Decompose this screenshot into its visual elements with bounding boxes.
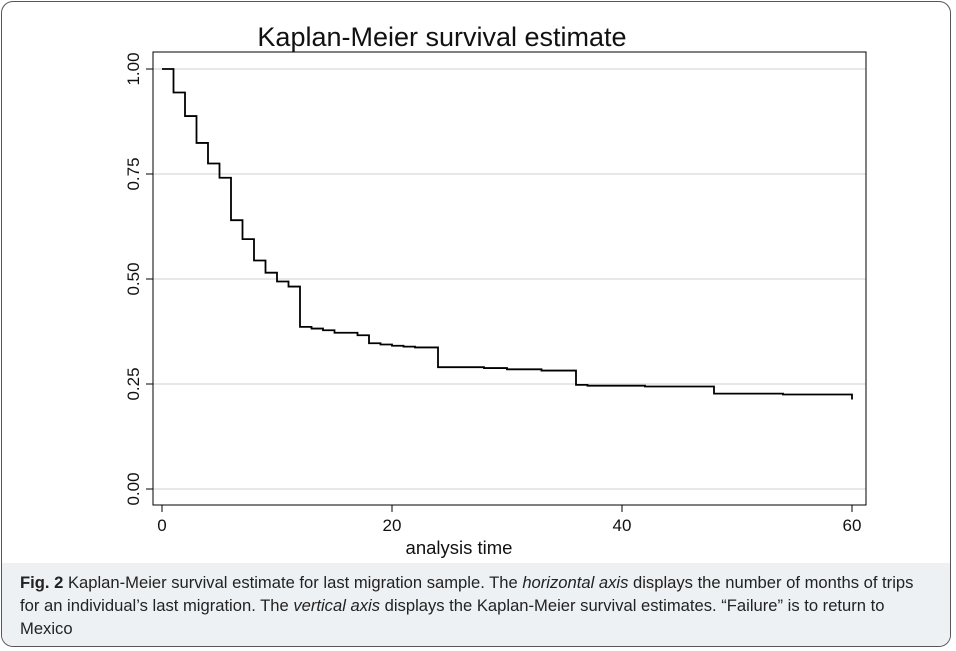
y-tick-label: 0.50 <box>124 262 143 295</box>
y-tick-label: 0.75 <box>124 157 143 190</box>
x-axis-label: analysis time <box>406 537 513 558</box>
y-tick-label: 0.25 <box>124 367 143 400</box>
chart-svg: 0.00 0.25 0.50 0.75 1.00 0 20 40 60 Kaplan-Meier… <box>124 22 867 558</box>
figure-label: Fig. 2 <box>20 573 64 592</box>
chart-title: Kaplan-Meier survival estimate <box>257 22 626 52</box>
x-tick-label: 60 <box>843 516 862 535</box>
y-tick-label: 1.00 <box>124 52 143 85</box>
caption-text-1: Kaplan-Meier survival estimate for last … <box>63 573 523 592</box>
caption-em-horizontal-axis: horizontal axis <box>522 573 629 592</box>
x-tick-label: 40 <box>613 516 632 535</box>
grid-layer <box>153 68 866 490</box>
survival-step-line <box>162 68 853 400</box>
figure-caption: Fig. 2 Kaplan-Meier survival estimate fo… <box>2 563 950 646</box>
chart: 0.00 0.25 0.50 0.75 1.00 0 20 40 60 Kaplan-Meier… <box>12 14 950 564</box>
caption-em-vertical-axis: vertical axis <box>293 596 381 615</box>
caption-text-3: displays the Kaplan-Meier survival estim… <box>20 596 885 638</box>
y-tick-label: 0.00 <box>124 472 143 505</box>
x-tick-label: 20 <box>383 516 402 535</box>
series-layer <box>162 68 853 400</box>
x-tick-label: 0 <box>157 516 166 535</box>
axis-layer: 0.00 0.25 0.50 0.75 1.00 0 20 40 60 <box>124 52 861 535</box>
caption-text-2: displays the number of months of trips f… <box>20 573 914 615</box>
